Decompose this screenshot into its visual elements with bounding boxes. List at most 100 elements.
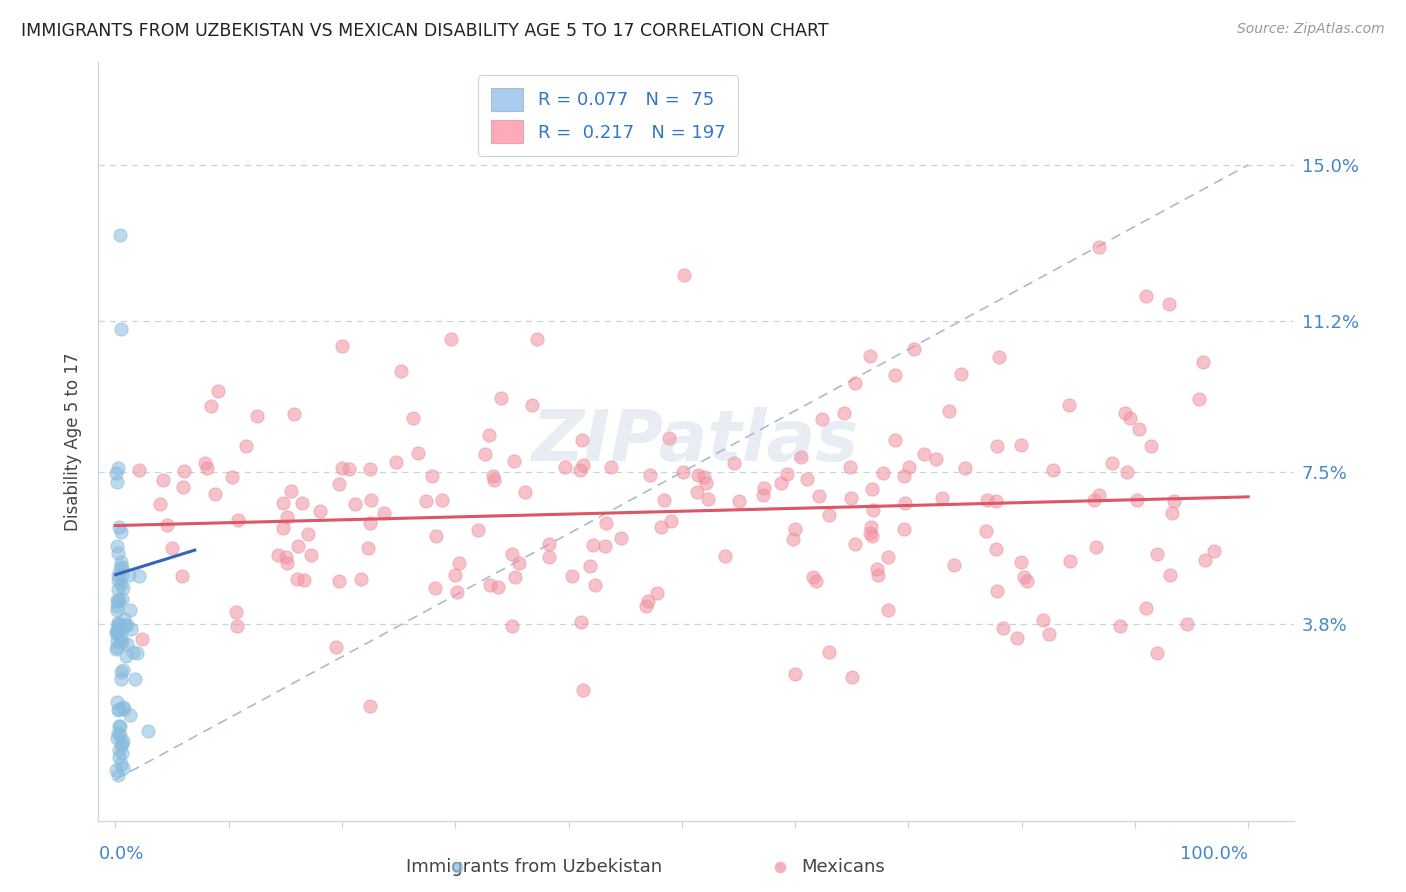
Point (645, 586, 668, 600)
Point (839, 460, 862, 475)
Point (339, 462, 361, 476)
Point (859, 520, 882, 534)
Point (1194, 553, 1216, 567)
Point (107, 582, 129, 596)
Point (195, 460, 218, 475)
Point (1057, 398, 1080, 412)
Point (107, 616, 129, 631)
Point (650, 520, 672, 534)
Point (107, 573, 129, 587)
Point (110, 672, 132, 686)
Point (152, 473, 174, 487)
Point (108, 593, 131, 607)
Point (695, 475, 717, 490)
Point (782, 532, 804, 546)
Point (107, 539, 129, 553)
Point (105, 475, 128, 489)
Point (752, 481, 775, 495)
Point (221, 470, 243, 484)
Point (110, 623, 132, 637)
Point (893, 469, 915, 483)
Point (127, 646, 149, 660)
Point (359, 698, 381, 713)
Point (108, 719, 131, 733)
Point (1088, 488, 1111, 502)
Point (444, 568, 467, 582)
Point (501, 619, 523, 633)
Point (105, 623, 128, 637)
Text: IMMIGRANTS FROM UZBEKISTAN VS MEXICAN DISABILITY AGE 5 TO 17 CORRELATION CHART: IMMIGRANTS FROM UZBEKISTAN VS MEXICAN DI… (21, 22, 828, 40)
Point (502, 453, 524, 467)
Point (283, 407, 305, 421)
Point (522, 398, 544, 412)
Point (866, 562, 889, 576)
Point (446, 860, 468, 874)
Point (808, 489, 831, 503)
Point (111, 581, 134, 595)
Point (423, 581, 446, 595)
Point (359, 462, 381, 476)
Point (783, 666, 806, 681)
Point (844, 537, 866, 551)
Point (446, 584, 468, 599)
Point (1017, 574, 1039, 589)
Point (1177, 616, 1199, 631)
Point (343, 497, 366, 511)
Point (859, 350, 882, 364)
Point (228, 513, 250, 527)
Point (931, 491, 953, 505)
Point (868, 567, 890, 582)
Point (844, 376, 866, 391)
Point (107, 616, 129, 631)
Point (1139, 438, 1161, 452)
Point (943, 558, 966, 573)
Point (988, 350, 1011, 364)
Point (128, 463, 150, 477)
Point (111, 559, 134, 574)
Point (1135, 600, 1157, 615)
Text: 0.0%: 0.0% (98, 846, 143, 863)
Point (108, 520, 131, 534)
Point (986, 542, 1008, 557)
Point (938, 403, 960, 417)
Point (478, 428, 501, 442)
Point (107, 461, 129, 475)
Point (1059, 554, 1081, 568)
Point (898, 460, 921, 475)
Point (925, 452, 948, 467)
Point (912, 447, 935, 461)
Text: ZIPatlas: ZIPatlas (533, 407, 859, 476)
Point (1135, 289, 1157, 303)
Point (136, 724, 159, 739)
Point (582, 537, 605, 551)
Point (1159, 568, 1181, 582)
Point (806, 574, 828, 588)
Point (111, 747, 134, 761)
Point (449, 556, 471, 570)
Point (110, 576, 132, 591)
Text: Source: ZipAtlas.com: Source: ZipAtlas.com (1237, 22, 1385, 37)
Point (120, 623, 142, 637)
Point (554, 460, 576, 475)
Point (325, 640, 347, 655)
Point (860, 529, 883, 543)
Point (118, 707, 141, 722)
Point (1118, 411, 1140, 425)
Point (986, 439, 1008, 453)
Point (112, 761, 135, 775)
Point (112, 700, 135, 714)
Point (108, 719, 131, 733)
Point (595, 516, 617, 531)
Point (991, 621, 1014, 635)
Point (291, 496, 314, 510)
Point (373, 506, 395, 520)
Point (112, 663, 135, 677)
Point (1125, 492, 1147, 507)
Point (1109, 619, 1132, 633)
Point (1005, 632, 1028, 646)
Point (292, 573, 315, 587)
Point (752, 488, 775, 502)
Point (172, 569, 194, 583)
Point (111, 592, 134, 607)
Point (207, 384, 229, 399)
